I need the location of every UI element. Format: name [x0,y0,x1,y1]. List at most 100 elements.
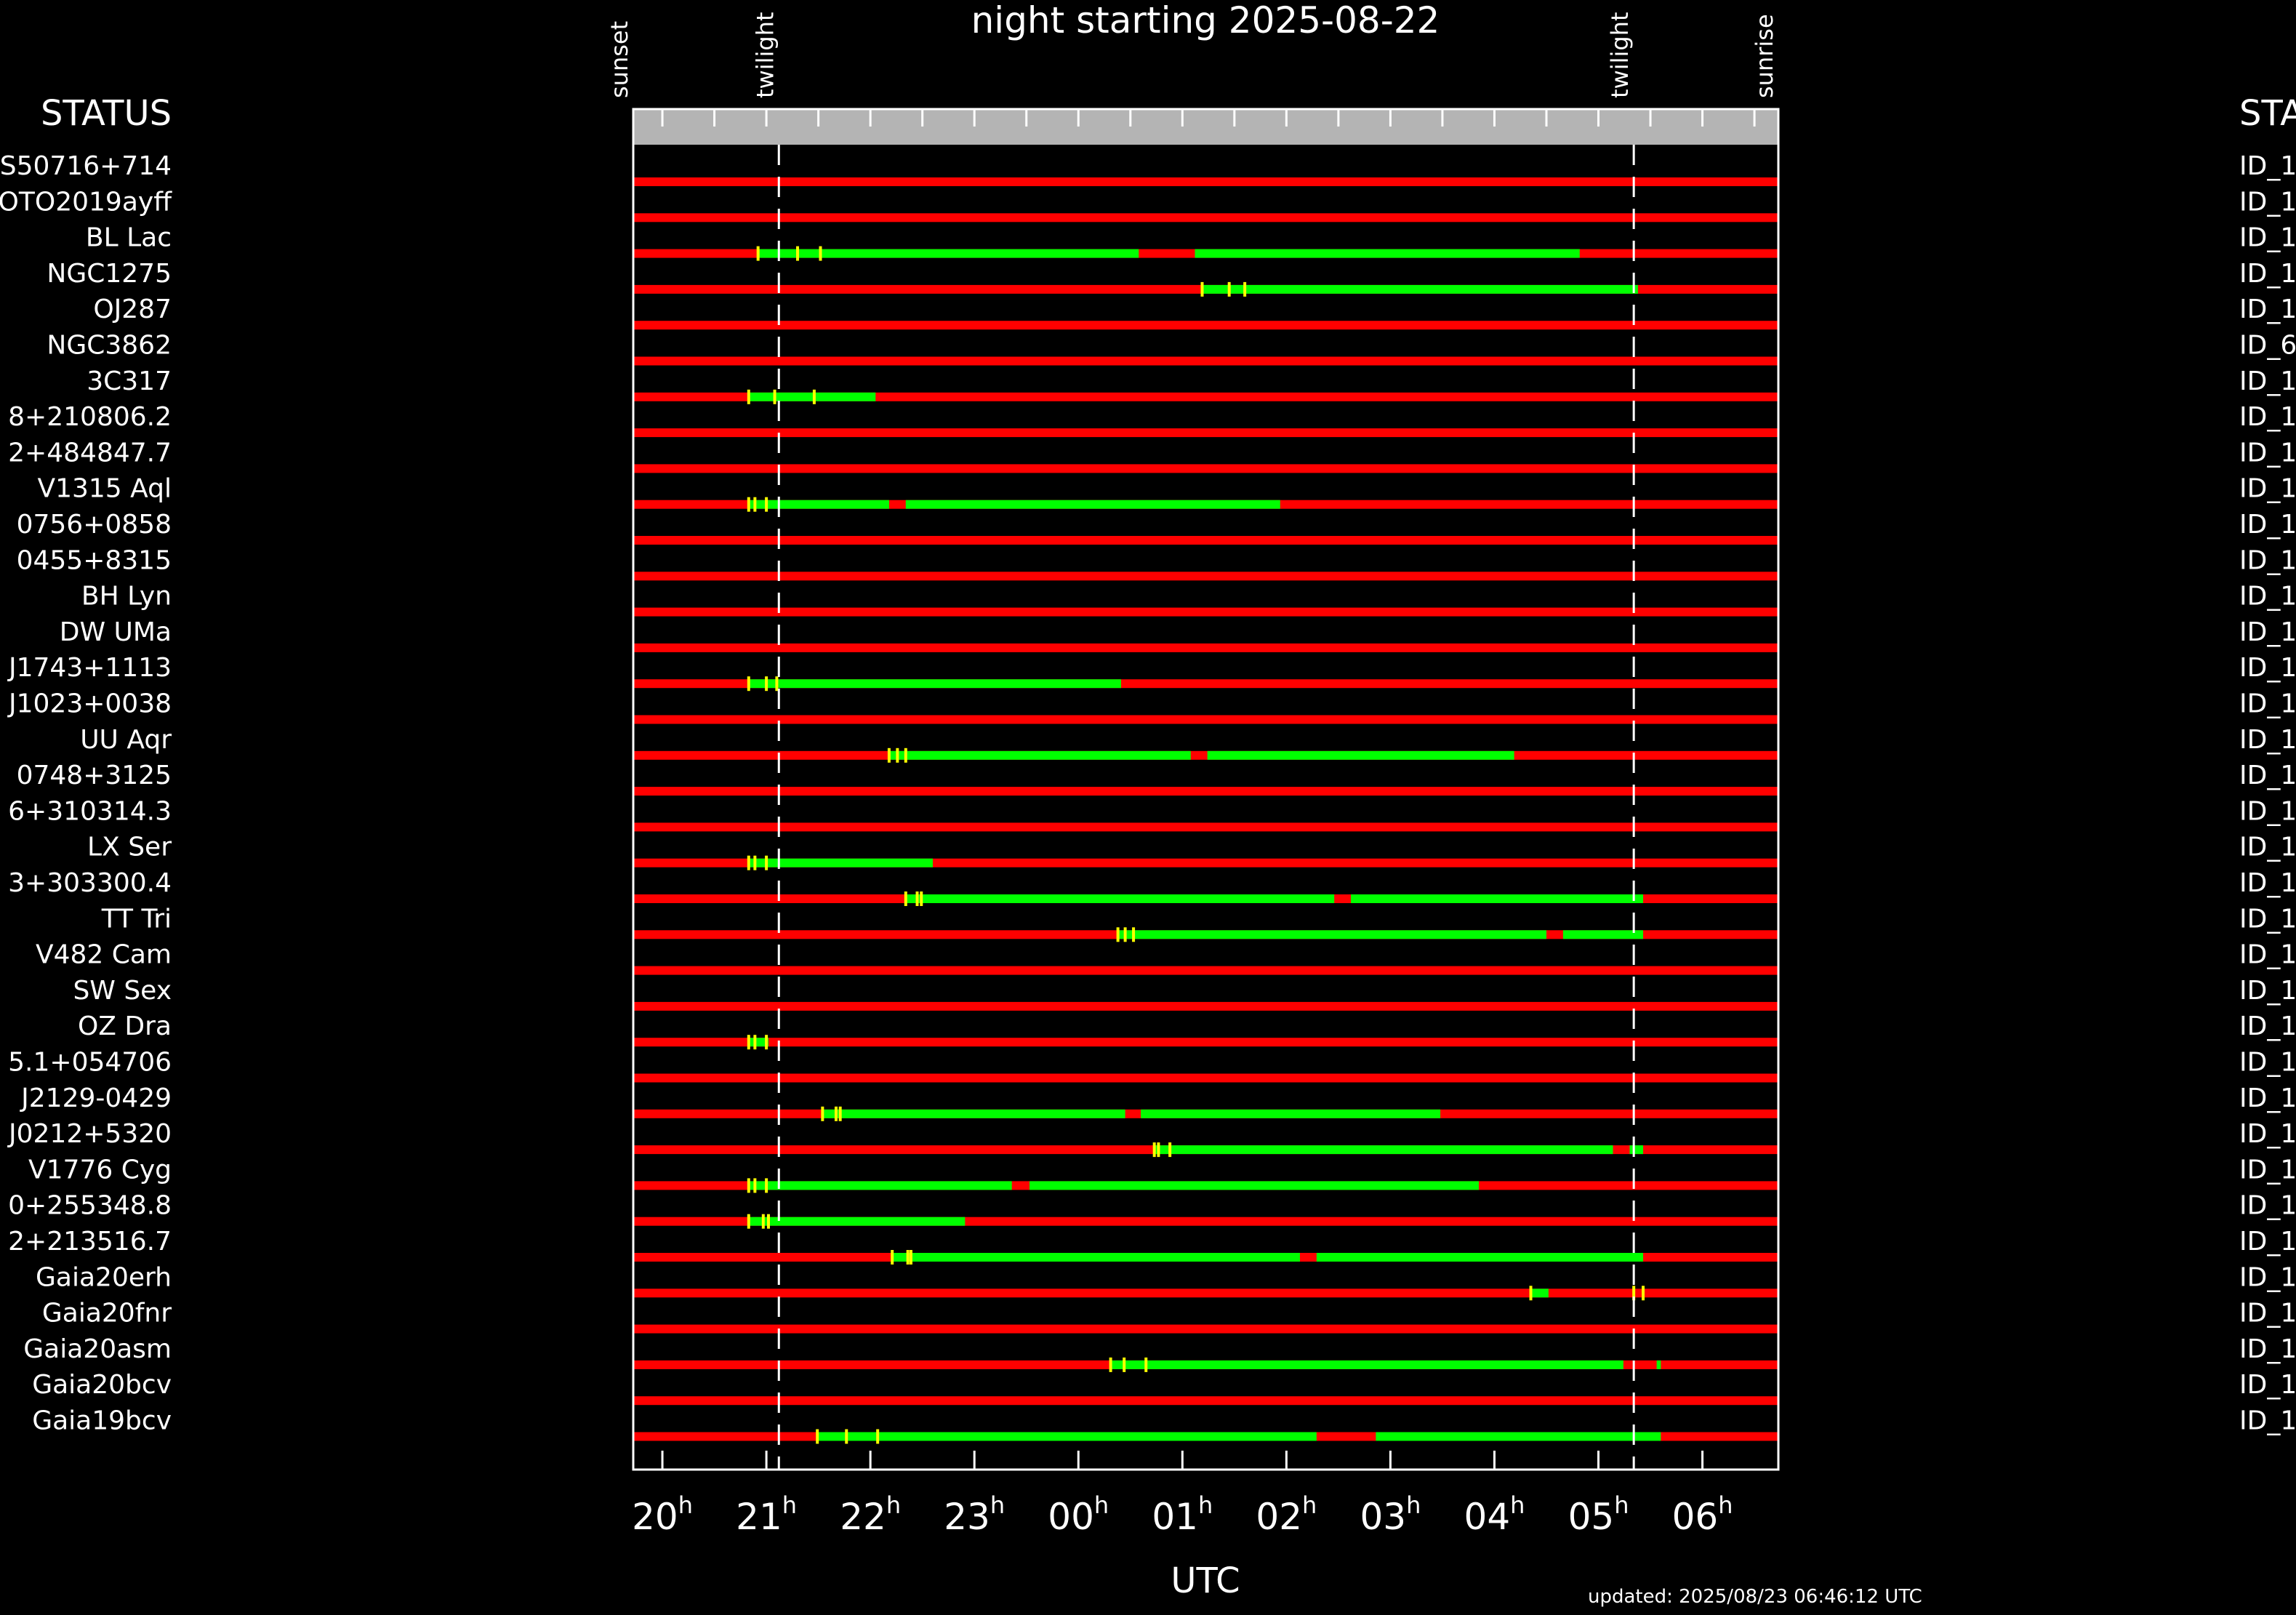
time-marker [747,497,750,512]
time-marker [1144,1357,1148,1372]
time-marker [1123,927,1127,942]
time-marker [812,389,816,404]
row-id: ID_1 [2239,187,2296,217]
unobservable-bar [633,1073,1778,1083]
row-label: NGC3862 [47,331,172,361]
observable-bar [1656,1360,1661,1369]
row-id: ID_1 [2239,474,2296,504]
time-marker [753,1035,757,1050]
row-label: Gaia20erh [36,1262,172,1292]
time-marker [747,1035,750,1050]
sunset-label: sunset [606,21,633,98]
time-marker [1123,1357,1126,1372]
observable-bar [1530,1289,1549,1298]
observable-bar [892,1253,1300,1262]
observable-bar [1110,1360,1623,1369]
unobservable-bar [633,607,1778,617]
row-label: Gaia19bcv [32,1406,172,1436]
row-id: ID_1 [2239,1370,2296,1400]
observable-bar [1117,930,1546,939]
observable-bar [1351,894,1644,903]
unobservable-bar [633,966,1778,975]
chart-title: night starting 2025-08-22 [971,0,1440,41]
observable-bar [1562,930,1644,939]
x-tick-label: 23h [944,1491,1005,1538]
time-marker [765,855,768,870]
row-id: ID_1 [2239,904,2296,934]
observable-bar [1376,1432,1661,1441]
time-marker [1116,927,1120,942]
row-id: ID_1 [2239,1191,2296,1221]
row-id: ID_1 [2239,1048,2296,1078]
row-id: ID_1 [2239,796,2296,826]
time-marker [909,1250,912,1265]
unobservable-bar [633,1324,1778,1334]
time-marker [753,497,757,512]
observable-bar [748,679,1121,689]
observable-bar [817,1432,1317,1441]
row-id: ID_1 [2239,1011,2296,1041]
row-label: Gaia20bcv [32,1370,172,1400]
x-tick-label: 04h [1464,1491,1525,1538]
observable-bar [1316,1253,1644,1262]
unobservable-bar [633,643,1778,652]
unobservable-bar [633,392,1778,401]
time-marker [1632,1286,1636,1301]
time-marker [747,855,750,870]
row-id: ID_1 [2239,1334,2296,1364]
time-marker [845,1429,848,1444]
row-id: ID_1 [2239,151,2296,181]
row-id: ID_1 [2239,940,2296,970]
row-id: ID_1 [2239,438,2296,468]
row-label: 0+255348.8 [8,1191,172,1221]
unobservable-bar [633,787,1778,796]
x-tick-label: 01h [1152,1491,1213,1538]
row-id: ID_1 [2239,1083,2296,1113]
unobservable-bar [633,213,1778,223]
row-label: V1776 Cyg [28,1155,172,1185]
unobservable-bar [633,536,1778,545]
row-id: ID_1 [2239,1155,2296,1185]
observable-bar [748,1217,966,1226]
row-label: SW Sex [73,976,172,1006]
unobservable-bar [633,428,1778,438]
time-marker [821,1106,824,1121]
row-id: ID_1 [2239,294,2296,324]
time-marker [834,1106,838,1121]
row-label: 0748+3125 [17,761,172,790]
unobservable-bar [633,572,1778,581]
time-marker [1152,1142,1156,1158]
observable-bar [888,750,1191,760]
row-id: ID_1 [2239,402,2296,432]
observable-bar [905,500,1280,509]
time-marker [765,1035,768,1050]
observable-bar [748,500,889,509]
row-id: ID_1 [2239,545,2296,575]
twilight-label: twilight [751,12,779,98]
time-marker [1642,1286,1645,1301]
row-label: NGC1275 [47,259,172,289]
unobservable-bar [633,177,1778,186]
row-label: J0212+5320 [7,1119,172,1149]
row-label: UU Aqr [80,725,172,755]
unobservable-bar [633,750,1778,760]
unobservable-bar [633,1396,1778,1406]
row-id: ID_1 [2239,976,2296,1006]
x-tick-label: 20h [632,1491,693,1538]
row-id: ID_1 [2239,653,2296,683]
row-id: ID_1 [2239,689,2296,719]
time-marker [904,748,907,763]
observable-bar [758,249,1139,258]
row-id: ID_1 [2239,833,2296,862]
observable-bar [1029,1181,1480,1190]
observable-bar [905,894,1335,903]
status-header-right: STA [2239,93,2296,134]
row-id: ID_6 [2239,331,2296,361]
twilight-label: twilight [1606,12,1634,98]
row-label: 3+303300.4 [8,868,172,898]
observable-bar [1154,1145,1613,1155]
row-label: Gaia20asm [23,1334,172,1364]
plot-frame [632,108,1780,1471]
observable-bar [748,392,876,401]
row-id: ID_1 [2239,617,2296,647]
